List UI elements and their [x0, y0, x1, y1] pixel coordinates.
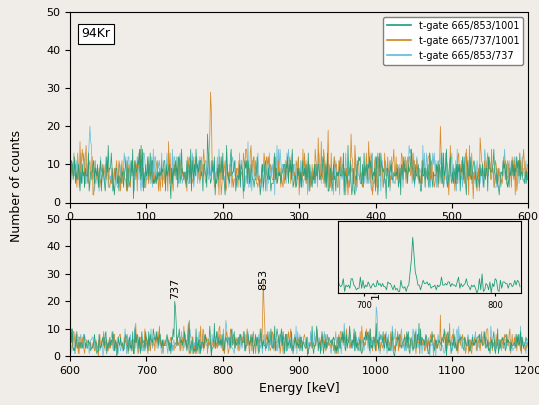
- Text: 853: 853: [258, 269, 268, 290]
- Text: 1001: 1001: [371, 271, 381, 298]
- X-axis label: Energy [keV]: Energy [keV]: [259, 382, 340, 395]
- Text: 94Kr: 94Kr: [81, 28, 110, 40]
- Text: 737: 737: [170, 277, 179, 298]
- Legend: t-gate 665/853/1001, t-gate 665/737/1001, t-gate 665/853/737: t-gate 665/853/1001, t-gate 665/737/1001…: [383, 17, 523, 64]
- Text: Number of counts: Number of counts: [10, 130, 23, 242]
